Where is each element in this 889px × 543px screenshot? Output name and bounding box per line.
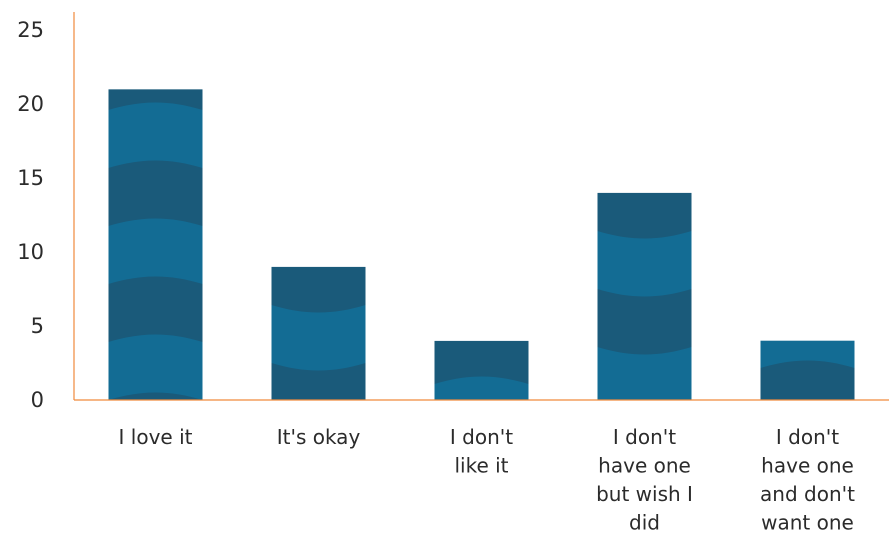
x-category-label-line: like it (454, 454, 508, 478)
x-category-label-line: but wish I (596, 482, 693, 506)
bar (108, 0, 203, 517)
bar (597, 0, 692, 400)
x-category-label-line: have one (598, 454, 691, 478)
bar-stripe (434, 376, 529, 400)
bar-stripe (761, 187, 855, 253)
bar-stripe (108, 102, 203, 168)
x-category-label-line: I don't (776, 425, 839, 449)
bar-stripe (108, 218, 203, 284)
x-category-label-line: I don't (450, 425, 513, 449)
bars-group (108, 0, 855, 517)
y-tick-label: 15 (17, 166, 44, 190)
bar-stripe (272, 189, 366, 255)
x-category-label-line: I love it (119, 425, 193, 449)
y-tick-label: 25 (17, 18, 44, 42)
bar-stripe (435, 261, 529, 327)
bar-stripe (598, 0, 692, 65)
bar-stripe (109, 0, 203, 52)
y-tick-label: 10 (17, 240, 44, 264)
bar (760, 187, 855, 400)
x-category-label-line: have one (761, 454, 854, 478)
x-category-label-line: It's okay (277, 425, 361, 449)
y-tick-labels: 0 5 10 15 20 25 (17, 18, 44, 412)
x-category-labels: I love it It's okay I don't like it I don't h… (119, 425, 856, 535)
x-category-label-line: and don't (760, 482, 855, 506)
bar-stripe (760, 340, 855, 368)
y-tick-label: 20 (17, 92, 44, 116)
bar-stripe (597, 231, 692, 297)
x-category-label: I don't like it (450, 425, 513, 478)
bar-stripe (271, 305, 366, 371)
x-category-label: I love it (119, 425, 193, 449)
x-category-label: I don't have one and don't want one (760, 425, 855, 535)
bar-stripe (109, 451, 203, 517)
bar-stripe (597, 347, 692, 400)
x-category-label-line: did (629, 511, 660, 535)
x-category-label-line: I don't (613, 425, 676, 449)
bar (271, 73, 366, 400)
x-category-label-line: want one (761, 511, 854, 535)
x-category-label: It's okay (277, 425, 361, 449)
y-tick-label: 5 (31, 314, 44, 338)
bar-stripe (598, 115, 692, 181)
bar-stripe (108, 334, 203, 400)
bar-stripe (272, 73, 366, 139)
bar (434, 145, 529, 400)
bar-stripe (435, 145, 529, 211)
y-tick-label: 0 (31, 388, 44, 412)
x-category-label: I don't have one but wish I did (596, 425, 693, 535)
